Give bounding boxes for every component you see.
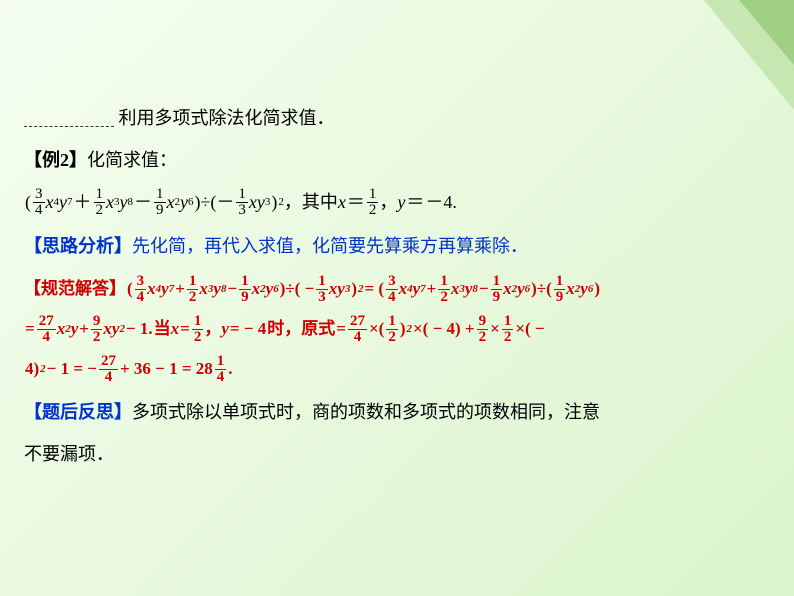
blank-underline [24, 113, 114, 127]
solution-line-1: 【规范解答】 ( 34 x4y7 + 12 x3y8 − 19 x2y6 )÷(… [24, 272, 774, 306]
slide-content: 利用多项式除法化简求值． 【例2】化简求值： ( 34 x4y7 ＋ 12 x3… [24, 100, 774, 478]
example-text: 化简求值： [87, 150, 177, 170]
solution-line-3: 4)2 − 1 = − 274 + 36 − 1 = 28 14 . [24, 352, 774, 386]
example-label: 【例2】 [24, 150, 87, 170]
line-intro: 利用多项式除法化简求值． [24, 100, 774, 136]
frac-1-2: 12 [94, 187, 106, 218]
frac-1-3: 13 [236, 187, 248, 218]
line-example-label: 【例2】化简求值： [24, 142, 774, 178]
line-analysis: 【思路分析】先化简，再代入求值，化简要先算乘方再算乘除． [24, 228, 774, 264]
line-reflect-1: 【题后反思】多项式除以单项式时，商的项数和多项式的项数相同，注意 [24, 394, 774, 430]
corner-triangle-2 [739, 0, 794, 65]
solution-label: 【规范解答】 [24, 272, 126, 306]
frac-1-9: 19 [154, 187, 166, 218]
analysis-text: 先化简，再代入求值，化简要先算乘方再算乘除． [132, 236, 528, 256]
intro-text: 利用多项式除法化简求值． [119, 108, 335, 128]
frac-xval: 12 [367, 187, 379, 218]
where-text: ，其中 [284, 184, 338, 220]
line-reflect-2: 不要漏项． [24, 436, 774, 472]
expression-1: ( 34 x4y7 ＋ 12 x3y8 － 19 x2y6 )÷(－ 13 xy… [24, 184, 774, 220]
frac-3-4: 34 [33, 187, 45, 218]
reflect-text-2: 不要漏项． [24, 444, 114, 464]
reflect-label: 【题后反思】 [24, 402, 132, 422]
solution-line-2: = 274 x2y + 92 xy2 − 1. 当 x = 12 ，y = − … [24, 312, 774, 346]
reflect-text-1: 多项式除以单项式时，商的项数和多项式的项数相同，注意 [132, 402, 600, 422]
analysis-label: 【思路分析】 [24, 236, 132, 256]
